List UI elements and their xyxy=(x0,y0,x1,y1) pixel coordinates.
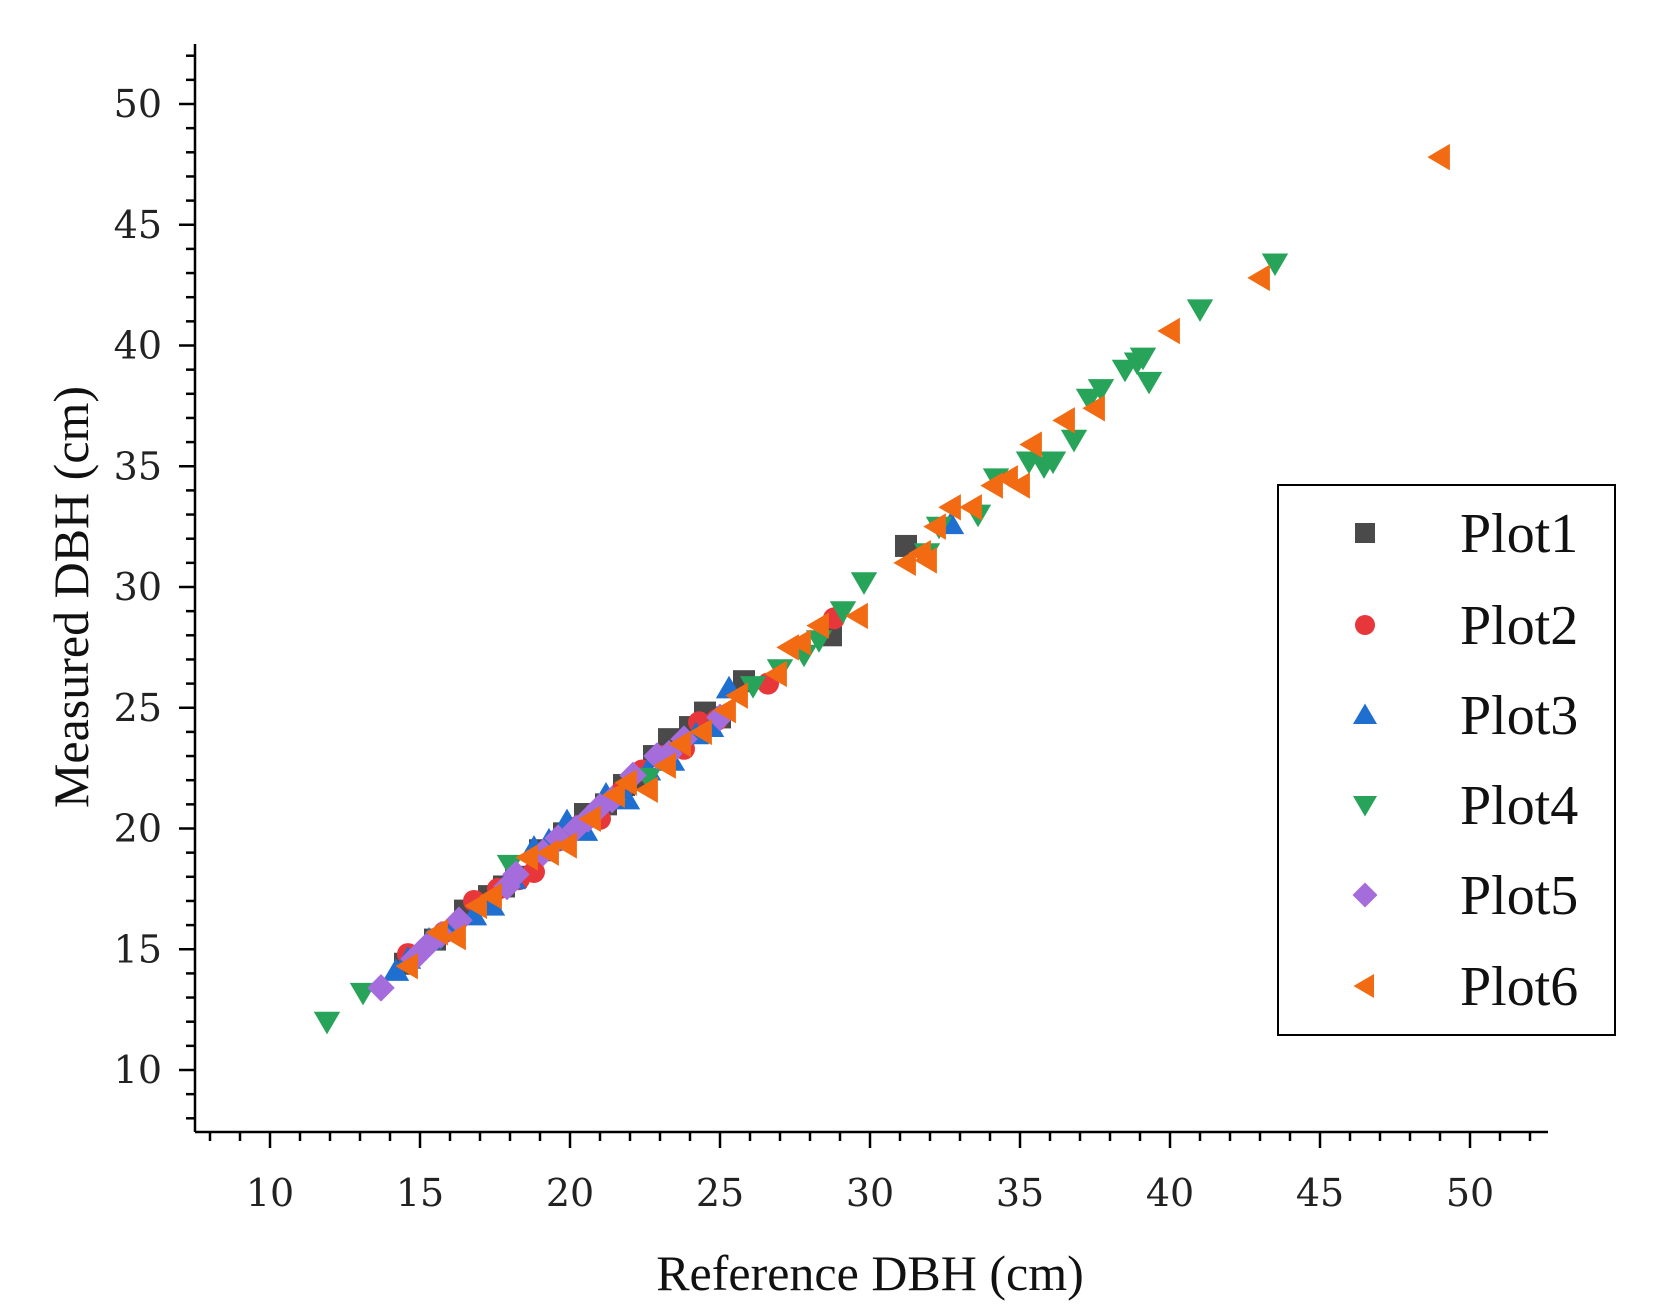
x-tick-label: 25 xyxy=(696,1171,744,1215)
data-point-plot5 xyxy=(367,974,395,1002)
y-tick-label: 40 xyxy=(114,324,162,368)
data-point-plot6 xyxy=(554,832,577,859)
x-tick-label: 15 xyxy=(396,1171,444,1215)
x-tick-label: 30 xyxy=(846,1171,894,1215)
x-tick-label: 40 xyxy=(1146,1171,1194,1215)
y-tick-label: 30 xyxy=(114,565,162,609)
data-point-plot4 xyxy=(829,601,857,624)
x-tick-label: 45 xyxy=(1296,1171,1344,1215)
legend-box xyxy=(1277,484,1616,1036)
legend: Plot1 Plot2 Plot3 Plot4 Plot5 Plot6 xyxy=(1277,484,1616,1036)
x-tick-label: 20 xyxy=(546,1171,594,1215)
data-point-plot4 xyxy=(1129,347,1157,371)
data-point-plot4 xyxy=(1261,253,1289,277)
data-point-plot6 xyxy=(602,781,625,808)
data-point-plot6 xyxy=(479,882,502,910)
data-point-plot4 xyxy=(1087,379,1115,402)
legend-label-plot5: Plot5 xyxy=(1460,865,1578,927)
legend-marker-plot2 xyxy=(1355,615,1375,635)
data-point-plot6 xyxy=(635,776,658,804)
data-point-plot4 xyxy=(1186,299,1214,322)
data-point-plot6 xyxy=(725,682,748,709)
data-point-plot6 xyxy=(776,634,799,661)
x-axis-title: Reference DBH (cm) xyxy=(656,1245,1084,1301)
data-point-plot6 xyxy=(464,892,487,919)
data-point-plot6 xyxy=(914,547,937,574)
x-tick-label: 50 xyxy=(1446,1171,1494,1215)
data-point-plot4 xyxy=(313,1011,341,1035)
data-point-plot4 xyxy=(496,854,524,878)
data-point-plot6 xyxy=(1157,317,1180,345)
y-axis-title: Measured DBH (cm) xyxy=(43,386,99,808)
y-tick-label: 35 xyxy=(114,444,162,488)
data-point-plot6 xyxy=(959,494,982,521)
legend-label-plot3: Plot3 xyxy=(1460,685,1578,747)
legend-label-plot1: Plot1 xyxy=(1460,503,1578,565)
data-point-plot6 xyxy=(1082,395,1105,422)
data-point-plot6 xyxy=(1052,407,1075,434)
x-ticks: 10 15 20 25 30 35 40 45 50 xyxy=(208,1132,1532,1215)
data-point-plot6 xyxy=(1427,143,1450,171)
data-point-plot6 xyxy=(893,549,916,577)
data-point-plot6 xyxy=(806,612,829,639)
x-tick-label: 10 xyxy=(246,1171,294,1215)
data-point-plot2 xyxy=(523,860,545,883)
series-plot6 xyxy=(395,143,1450,980)
legend-marker-plot5 xyxy=(1352,882,1378,908)
y-tick-label: 45 xyxy=(114,203,162,247)
data-point-plot4 xyxy=(739,676,767,699)
data-point-plot6 xyxy=(668,730,691,758)
legend-marker-plot4 xyxy=(1353,796,1377,817)
y-tick-label: 15 xyxy=(114,927,162,971)
legend-marker-plot1 xyxy=(1355,523,1375,543)
data-point-plot3 xyxy=(382,958,410,981)
data-point-plot6 xyxy=(845,602,868,630)
data-point-plot6 xyxy=(1247,264,1270,292)
data-point-plot6 xyxy=(788,629,811,656)
data-point-plot6 xyxy=(536,839,559,866)
legend-label-plot4: Plot4 xyxy=(1460,775,1578,837)
data-point-plot6 xyxy=(653,752,676,779)
data-point-plot6 xyxy=(1019,431,1042,458)
data-point-plot6 xyxy=(764,660,787,688)
data-point-plot6 xyxy=(395,952,418,980)
data-point-plot6 xyxy=(713,696,736,724)
data-point-plot4 xyxy=(1135,371,1163,395)
data-point-plot6 xyxy=(614,769,637,796)
legend-label-plot2: Plot2 xyxy=(1460,595,1578,657)
data-point-plot6 xyxy=(923,513,946,540)
data-point-plot6 xyxy=(515,844,538,871)
data-point-plot6 xyxy=(938,494,961,521)
data-point-plot4 xyxy=(850,572,878,595)
data-point-plot6 xyxy=(578,805,601,833)
axes: 10 15 20 25 30 35 40 45 50 10 15 20 25 30 35 40 45 50 xyxy=(114,44,1548,1215)
legend-marker-plot3 xyxy=(1353,703,1377,724)
data-point-plot6 xyxy=(425,919,448,946)
y-tick-label: 50 xyxy=(114,82,162,126)
y-tick-label: 10 xyxy=(114,1048,162,1092)
data-point-plot4 xyxy=(1039,451,1067,475)
legend-label-plot6: Plot6 xyxy=(1460,956,1578,1018)
data-point-plot5 xyxy=(502,860,530,889)
data-point-plot6 xyxy=(443,923,466,951)
y-tick-label: 25 xyxy=(114,686,162,730)
data-point-plot6 xyxy=(1007,472,1030,499)
data-points xyxy=(313,143,1450,1035)
x-tick-label: 35 xyxy=(996,1171,1044,1215)
y-ticks: 10 15 20 25 30 35 40 45 50 xyxy=(114,54,195,1120)
data-point-plot4 xyxy=(1060,429,1088,453)
legend-marker-plot6 xyxy=(1353,974,1374,998)
data-point-plot4 xyxy=(1075,388,1103,412)
y-tick-label: 20 xyxy=(114,807,162,851)
data-point-plot6 xyxy=(689,718,712,746)
